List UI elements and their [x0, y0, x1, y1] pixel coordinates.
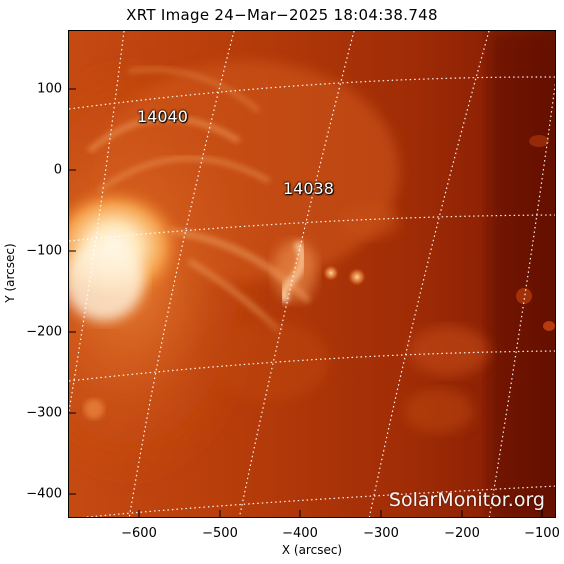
xrt-solar-image [69, 31, 555, 517]
x-tick-label: −400 [282, 526, 318, 541]
x-axis-title: X (arcsec) [281, 543, 343, 557]
x-tick-label: −500 [202, 526, 238, 541]
y-tick-label: 100 [37, 81, 62, 97]
active-region-label-14040: 14040 [137, 107, 188, 126]
image-title: XRT Image 24−Mar−2025 18:04:38.748 [126, 6, 438, 24]
y-tick-label: −200 [26, 324, 62, 340]
y-tick-label: 0 [53, 162, 62, 178]
y-tick-label: −100 [26, 243, 62, 259]
watermark: SolarMonitor.org [388, 489, 545, 511]
y-tick-label: −400 [26, 486, 62, 502]
x-tick-label: −100 [524, 526, 560, 541]
heliographic-grid [69, 31, 555, 517]
x-tick-label: −600 [121, 526, 157, 541]
y-tick-label: −300 [26, 405, 62, 421]
x-tick-label: −200 [444, 526, 480, 541]
solar-image-panel: 14040 14038 SolarMonitor.org [68, 30, 556, 518]
y-axis-title: Y (arcsec) [3, 243, 17, 303]
active-region-label-14038: 14038 [283, 179, 334, 198]
x-tick-label: −300 [363, 526, 399, 541]
